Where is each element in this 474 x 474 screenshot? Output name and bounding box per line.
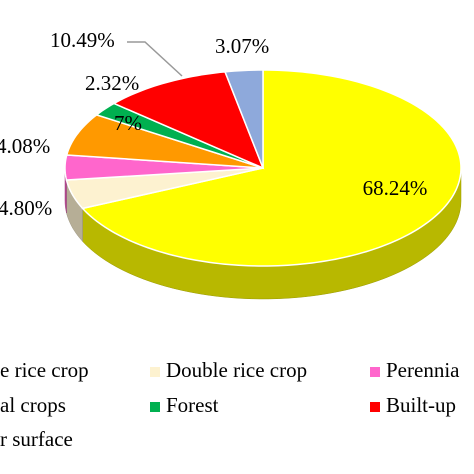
value-label: 10.49% <box>50 28 115 52</box>
legend-label: r surface <box>0 427 73 451</box>
legend-label: Double rice crop <box>166 358 307 382</box>
value-label: 3.07% <box>215 34 269 58</box>
value-label: 4.80% <box>0 196 52 220</box>
legend-label: al crops <box>0 393 66 417</box>
leader-line <box>127 41 183 77</box>
legend-swatch <box>150 402 160 412</box>
legend-label: Forest <box>166 393 219 417</box>
pie-slice <box>81 69 462 267</box>
legend-swatch <box>150 367 160 377</box>
pie-slice <box>65 114 264 169</box>
value-label: 4.08% <box>0 134 50 158</box>
legend-swatch <box>370 367 380 377</box>
value-label: 7% <box>114 111 142 135</box>
legend-swatch <box>370 402 380 412</box>
value-label: 2.32% <box>85 71 139 95</box>
pie-slice <box>64 154 264 181</box>
legend-label: e rice crop <box>0 358 89 382</box>
pie-slice <box>223 69 264 169</box>
pie-slice <box>112 71 265 170</box>
value-label: 68.24% <box>363 176 428 200</box>
pie-slice <box>65 167 264 210</box>
legend-label: Built-up <box>386 393 456 417</box>
legend-label: Perennia <box>386 358 460 382</box>
pie-slice <box>95 102 264 169</box>
